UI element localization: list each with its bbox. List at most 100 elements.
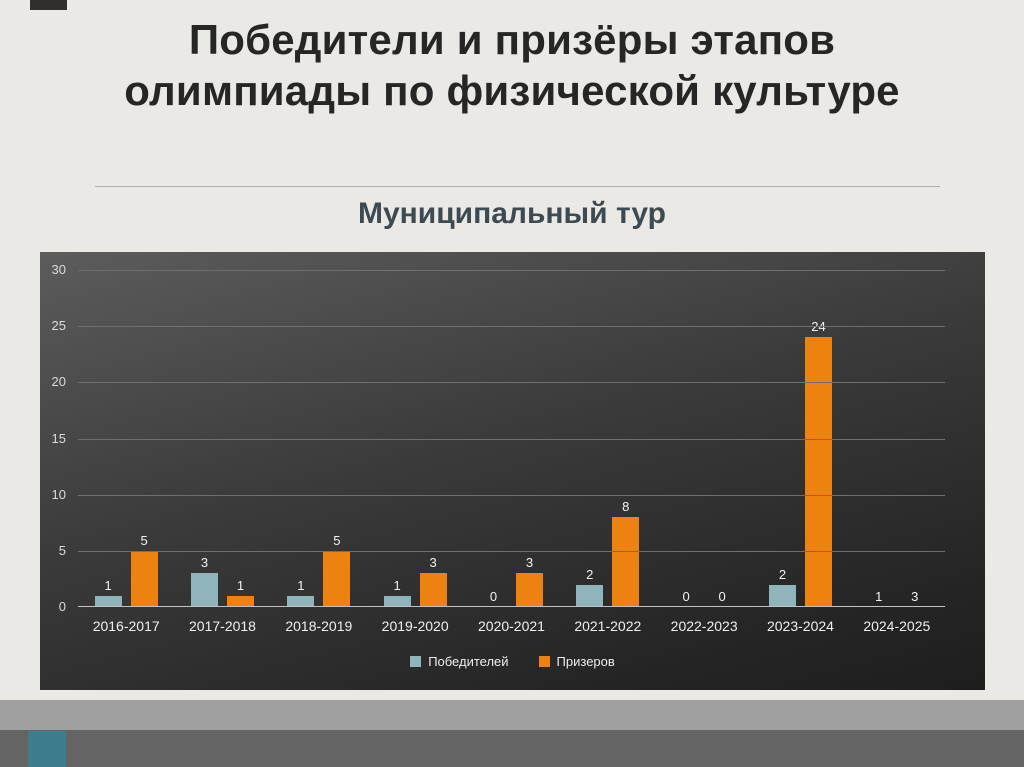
bar-data-label: 1: [393, 577, 401, 593]
gridline: [78, 550, 945, 552]
gridline: [78, 382, 945, 384]
bar-column: 2: [576, 566, 604, 607]
y-tick-label: 15: [51, 430, 66, 446]
bar-column: 5: [130, 532, 158, 607]
plot-area: 1 5 3 1 1 5 1 3 0 3 2 8 0 0 2 24 1 3: [78, 270, 945, 607]
bar: [94, 595, 122, 607]
x-tick-label: 2021-2022: [574, 618, 642, 634]
legend-label: Победителей: [428, 654, 509, 669]
bar: [515, 573, 543, 607]
slide-title-line-2: олимпиады по физической культуре: [124, 67, 900, 115]
footer-band: [0, 700, 1024, 730]
x-tick-label: 2016-2017: [92, 618, 160, 634]
bar-column: 8: [612, 499, 640, 607]
gridline: [78, 270, 945, 271]
title-divider: [95, 186, 940, 187]
bar-data-label: 5: [333, 532, 341, 548]
bar-data-label: 1: [104, 577, 112, 593]
bar-data-label: 3: [911, 589, 919, 604]
bar-column: 1: [287, 577, 315, 607]
bar-data-label: 0: [489, 589, 498, 604]
bar-data-label: 2: [778, 566, 787, 582]
bar-data-label: 3: [200, 555, 209, 571]
bar-data-label: 0: [682, 589, 690, 604]
x-tick-label: 2022-2023: [670, 618, 738, 634]
bar: [130, 550, 158, 607]
gridline: [78, 438, 945, 440]
legend-swatch: [538, 656, 550, 667]
bar-data-label: 2: [586, 566, 594, 582]
bar: [323, 550, 351, 607]
x-axis-line: [78, 606, 945, 607]
y-tick-label: 5: [58, 542, 66, 558]
bar-data-label: 3: [525, 555, 534, 571]
bar-column: 0: [480, 589, 507, 607]
y-tick-label: 20: [51, 374, 66, 390]
bar-column: 1: [383, 577, 411, 607]
bar-column: 3: [419, 555, 447, 607]
x-tick-label: 2019-2020: [381, 618, 449, 634]
y-tick-label: 10: [51, 486, 66, 502]
bar-column: 0: [673, 589, 700, 607]
bar: [768, 584, 796, 607]
bar-column: 0: [709, 589, 736, 607]
bar: [287, 595, 315, 607]
gridline: [78, 494, 945, 496]
bar-data-label: 1: [236, 577, 245, 593]
bar-column: 3: [515, 555, 543, 607]
y-tick-label: 25: [51, 318, 66, 334]
bar: [383, 595, 411, 607]
legend-item: Победителей: [410, 654, 509, 669]
chart-area: 0 5 10 15 20 25 30 1 5 3 1 1 5 1 3 0 3 2 8 0 0 2 24 1 3 2016-20…: [40, 252, 985, 690]
bar-data-label: 1: [297, 577, 305, 593]
slide-title-line-1: Победители и призёры этапов: [188, 16, 836, 63]
x-tick-label: 2023-2024: [766, 618, 834, 634]
bar-data-label: 0: [718, 589, 726, 604]
y-axis: 0 5 10 15 20 25 30: [40, 262, 72, 614]
footer-strip: [0, 730, 1024, 767]
chart-legend: Победителей Призеров: [40, 654, 985, 669]
bar-column: 2: [768, 566, 796, 607]
x-tick-label: 2017-2018: [189, 618, 256, 634]
bar-data-label: 5: [140, 532, 148, 548]
bar-data-label: 1: [875, 589, 883, 604]
gridline: [78, 326, 945, 328]
bar-data-label: 8: [622, 499, 630, 515]
bar-data-label: 3: [429, 555, 437, 571]
bar: [576, 584, 604, 607]
x-tick-label: 2020-2021: [478, 618, 545, 634]
bar-column: 5: [323, 532, 351, 607]
top-accent-tab: [30, 0, 67, 10]
chart-title: Муниципальный тур: [358, 197, 666, 230]
x-axis-labels: 2016-2017 2017-2018 2018-2019 2019-2020 2020…: [78, 618, 945, 634]
bar: [419, 573, 447, 607]
bar-column: 1: [226, 577, 254, 607]
footer-accent-square: [28, 731, 66, 767]
bar-column: 3: [901, 589, 928, 607]
y-tick-label: 30: [51, 262, 66, 277]
legend-item: Призеров: [538, 654, 615, 669]
x-tick-label: 2018-2019: [285, 618, 353, 634]
bar-column: 1: [94, 577, 122, 607]
slide-title: Победители и призёры этапов олимпиады по…: [40, 14, 984, 116]
bar-column: 3: [190, 555, 218, 607]
legend-swatch: [410, 656, 422, 667]
bar-column: 1: [865, 589, 892, 607]
bar: [190, 573, 218, 607]
bar: [226, 595, 254, 607]
bar-column: 24: [804, 319, 832, 607]
bar: [804, 337, 832, 607]
legend-label: Призеров: [556, 654, 615, 669]
bar: [612, 517, 640, 607]
y-tick-label: 0: [58, 599, 66, 614]
x-tick-label: 2024-2025: [863, 618, 931, 634]
